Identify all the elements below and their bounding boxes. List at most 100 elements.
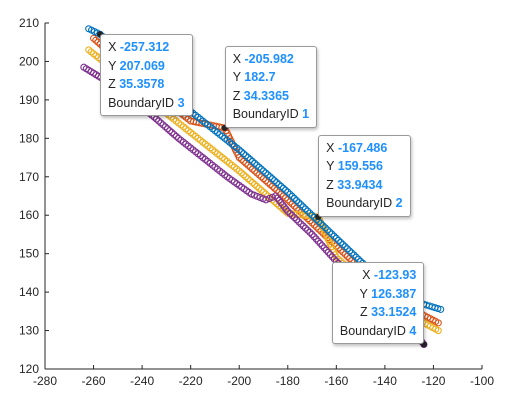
data-point (251, 180, 259, 189)
datatip-label: Y (108, 58, 120, 73)
data-point (279, 184, 287, 192)
data-point (264, 171, 272, 179)
datatip-label: Y (232, 70, 245, 85)
datatip-label: X (362, 268, 374, 283)
axes-layer: -280 -240 -220 -200 -180 -160 -140 -120 -100 -260… (19, 16, 494, 388)
datatip-value: -167.486 (337, 140, 388, 155)
datatip-label: Z (232, 88, 244, 103)
data-point (166, 127, 174, 135)
data-point (317, 220, 325, 228)
data-point (273, 178, 281, 187)
datatip-row-id: BoundaryID 1 (233, 105, 309, 124)
y-tick-label: 190 (19, 93, 39, 107)
data-point (161, 123, 169, 131)
datatip-value: 34.3365 (243, 88, 289, 103)
data-point (346, 247, 354, 255)
data-point (310, 233, 318, 241)
y-tick-label: 120 (19, 362, 39, 376)
data-point (293, 216, 301, 224)
data-point (434, 319, 442, 327)
y-tick-label: 180 (19, 131, 39, 145)
data-point (339, 241, 347, 249)
datatip-value: 4 (409, 323, 417, 338)
datatip-label: BoundaryID (326, 196, 396, 211)
datatip-value: 2 (395, 196, 403, 211)
x-tick-label: -260 (82, 374, 106, 388)
data-point (314, 237, 322, 245)
x-tick-label: -140 (373, 374, 397, 388)
datatip-4[interactable]: X -123.93 Y 126.387 Z 33.1524 BoundaryID 4 (331, 262, 425, 345)
data-point (350, 251, 358, 259)
datatip-label: Z (108, 77, 120, 92)
x-tick-label: -180 (276, 374, 300, 388)
datatip-value: 182.7 (244, 70, 276, 85)
data-point (434, 327, 442, 335)
data-point (152, 115, 161, 123)
data-point (320, 244, 328, 252)
data-point (257, 186, 265, 194)
x-tick-label: -240 (130, 374, 154, 388)
data-point (304, 226, 312, 234)
data-point (293, 196, 301, 205)
data-point (242, 152, 250, 160)
data-point (321, 224, 329, 232)
data-point (343, 245, 351, 253)
datatip-row-y: Y 182.7 (233, 68, 309, 87)
data-point (437, 305, 445, 313)
data-point (251, 159, 259, 167)
data-point (354, 255, 362, 263)
x-tick-label: -120 (421, 374, 445, 388)
datatip-row-x: X -123.93 (340, 266, 416, 285)
data-point (282, 205, 290, 213)
y-tick-label: 210 (19, 16, 39, 30)
datatip-label: Z (326, 177, 338, 192)
datatip-1[interactable]: X -205.982 Y 182.7 Z 34.3365 BoundaryID 1 (224, 45, 318, 128)
data-point (282, 186, 290, 194)
data-point (172, 132, 180, 140)
datatip-row-x: X -257.312 (108, 38, 184, 57)
data-point (301, 224, 309, 232)
data-point (255, 184, 263, 192)
y-tick-label: 140 (19, 285, 39, 299)
datatip-label: BoundaryID (232, 107, 303, 122)
data-point (341, 243, 349, 251)
data-point (279, 201, 287, 209)
datatip-value: 207.069 (119, 58, 165, 73)
datatip-2[interactable]: X -167.486 Y 159.556 Z 33.9434 BoundaryID 2 (318, 134, 411, 217)
data-point (246, 155, 254, 164)
data-point (240, 171, 248, 179)
datatip-value: 126.387 (371, 286, 417, 301)
datatip-row-y: Y 126.387 (340, 285, 417, 304)
datatip-row-x: X -205.982 (233, 50, 309, 69)
data-point (328, 253, 336, 261)
data-point (273, 194, 281, 202)
data-point (295, 218, 303, 226)
datatip-label: BoundaryID (339, 323, 410, 338)
data-point (270, 177, 279, 185)
datatip-3[interactable]: X -257.312 Y 207.069 Z 35.3578 BoundaryID 3 (100, 34, 193, 117)
data-point (304, 207, 312, 215)
datatip-label: X (326, 140, 338, 155)
data-point (330, 232, 338, 240)
data-point (290, 214, 298, 222)
y-tick-label: 170 (19, 170, 39, 184)
data-point (295, 199, 303, 207)
data-point (242, 173, 250, 181)
data-point (90, 34, 98, 42)
datatip-row-y: Y 207.069 (108, 57, 184, 76)
data-point (157, 119, 165, 127)
data-point (235, 167, 243, 175)
x-tick-label: -280 (33, 374, 57, 388)
data-point (237, 169, 245, 177)
data-point (248, 157, 257, 165)
datatip-value: -123.93 (373, 268, 417, 283)
data-point (262, 196, 270, 204)
datatip-label: Z (360, 305, 372, 320)
data-point (262, 169, 270, 177)
data-point (163, 125, 172, 133)
datatip-row-x: X -167.486 (326, 139, 402, 158)
datatip-label: X (108, 40, 120, 55)
data-point (284, 207, 292, 215)
data-point (240, 150, 248, 158)
data-point (244, 175, 252, 183)
